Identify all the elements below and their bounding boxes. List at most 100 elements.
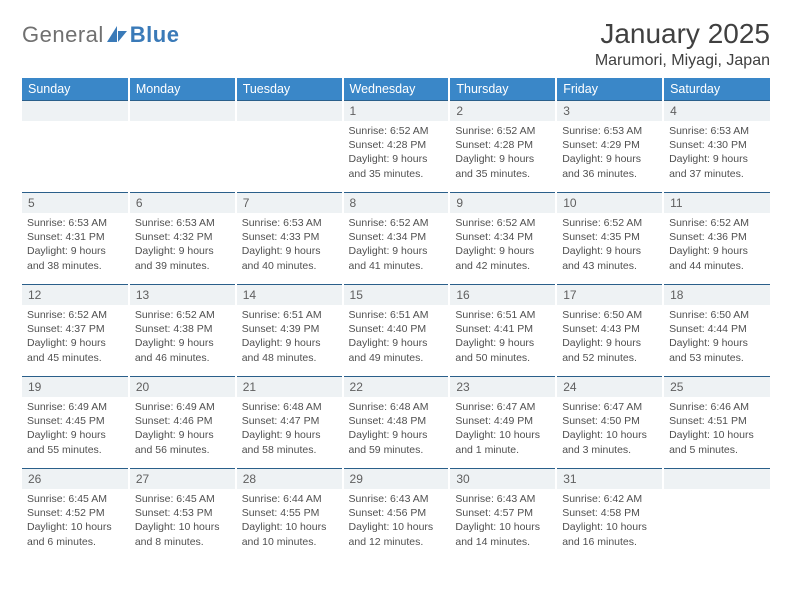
day-number: 9 bbox=[450, 192, 555, 213]
day-number: 30 bbox=[450, 468, 555, 489]
calendar-row: 1Sunrise: 6:52 AMSunset: 4:28 PMDaylight… bbox=[22, 100, 770, 192]
day-info: Sunrise: 6:50 AMSunset: 4:43 PMDaylight:… bbox=[557, 305, 662, 371]
calendar-cell: 22Sunrise: 6:48 AMSunset: 4:48 PMDayligh… bbox=[343, 376, 450, 468]
day-number bbox=[22, 100, 128, 121]
day-info: Sunrise: 6:52 AMSunset: 4:38 PMDaylight:… bbox=[130, 305, 235, 371]
day-number: 27 bbox=[130, 468, 235, 489]
day-info: Sunrise: 6:45 AMSunset: 4:52 PMDaylight:… bbox=[22, 489, 128, 555]
day-info: Sunrise: 6:51 AMSunset: 4:41 PMDaylight:… bbox=[450, 305, 555, 371]
day-info: Sunrise: 6:43 AMSunset: 4:56 PMDaylight:… bbox=[344, 489, 449, 555]
calendar-cell: 9Sunrise: 6:52 AMSunset: 4:34 PMDaylight… bbox=[449, 192, 556, 284]
calendar-cell: 29Sunrise: 6:43 AMSunset: 4:56 PMDayligh… bbox=[343, 468, 450, 560]
calendar-cell: 11Sunrise: 6:52 AMSunset: 4:36 PMDayligh… bbox=[663, 192, 770, 284]
day-number: 11 bbox=[664, 192, 770, 213]
weekday-header: Saturday bbox=[663, 78, 770, 100]
weekday-header: Friday bbox=[556, 78, 663, 100]
day-info: Sunrise: 6:51 AMSunset: 4:39 PMDaylight:… bbox=[237, 305, 342, 371]
sail-icon bbox=[106, 25, 128, 43]
calendar-cell: 25Sunrise: 6:46 AMSunset: 4:51 PMDayligh… bbox=[663, 376, 770, 468]
calendar-cell: 5Sunrise: 6:53 AMSunset: 4:31 PMDaylight… bbox=[22, 192, 129, 284]
calendar-cell: 30Sunrise: 6:43 AMSunset: 4:57 PMDayligh… bbox=[449, 468, 556, 560]
day-number: 8 bbox=[344, 192, 449, 213]
calendar-cell-empty bbox=[129, 100, 236, 192]
day-number: 5 bbox=[22, 192, 128, 213]
calendar-row: 12Sunrise: 6:52 AMSunset: 4:37 PMDayligh… bbox=[22, 284, 770, 376]
calendar-cell: 24Sunrise: 6:47 AMSunset: 4:50 PMDayligh… bbox=[556, 376, 663, 468]
day-info: Sunrise: 6:53 AMSunset: 4:31 PMDaylight:… bbox=[22, 213, 128, 279]
day-number: 12 bbox=[22, 284, 128, 305]
day-info: Sunrise: 6:45 AMSunset: 4:53 PMDaylight:… bbox=[130, 489, 235, 555]
day-info: Sunrise: 6:52 AMSunset: 4:34 PMDaylight:… bbox=[344, 213, 449, 279]
day-info: Sunrise: 6:52 AMSunset: 4:34 PMDaylight:… bbox=[450, 213, 555, 279]
day-number: 22 bbox=[344, 376, 449, 397]
day-number: 31 bbox=[557, 468, 662, 489]
calendar-table: SundayMondayTuesdayWednesdayThursdayFrid… bbox=[22, 78, 770, 560]
day-number: 14 bbox=[237, 284, 342, 305]
day-number: 15 bbox=[344, 284, 449, 305]
calendar-cell: 13Sunrise: 6:52 AMSunset: 4:38 PMDayligh… bbox=[129, 284, 236, 376]
calendar-cell: 18Sunrise: 6:50 AMSunset: 4:44 PMDayligh… bbox=[663, 284, 770, 376]
calendar-cell: 26Sunrise: 6:45 AMSunset: 4:52 PMDayligh… bbox=[22, 468, 129, 560]
weekday-header: Thursday bbox=[449, 78, 556, 100]
calendar-cell: 12Sunrise: 6:52 AMSunset: 4:37 PMDayligh… bbox=[22, 284, 129, 376]
day-info: Sunrise: 6:52 AMSunset: 4:28 PMDaylight:… bbox=[344, 121, 449, 187]
calendar-cell: 28Sunrise: 6:44 AMSunset: 4:55 PMDayligh… bbox=[236, 468, 343, 560]
day-number: 20 bbox=[130, 376, 235, 397]
day-number: 18 bbox=[664, 284, 770, 305]
calendar-cell: 23Sunrise: 6:47 AMSunset: 4:49 PMDayligh… bbox=[449, 376, 556, 468]
calendar-cell: 17Sunrise: 6:50 AMSunset: 4:43 PMDayligh… bbox=[556, 284, 663, 376]
calendar-cell: 2Sunrise: 6:52 AMSunset: 4:28 PMDaylight… bbox=[449, 100, 556, 192]
calendar-cell-empty bbox=[663, 468, 770, 560]
brand-part1: General bbox=[22, 22, 104, 48]
day-number: 3 bbox=[557, 100, 662, 121]
day-info: Sunrise: 6:46 AMSunset: 4:51 PMDaylight:… bbox=[664, 397, 770, 463]
day-info: Sunrise: 6:42 AMSunset: 4:58 PMDaylight:… bbox=[557, 489, 662, 555]
day-number: 10 bbox=[557, 192, 662, 213]
day-number bbox=[237, 100, 342, 121]
day-info: Sunrise: 6:47 AMSunset: 4:50 PMDaylight:… bbox=[557, 397, 662, 463]
day-number: 6 bbox=[130, 192, 235, 213]
day-number bbox=[130, 100, 235, 121]
day-number: 17 bbox=[557, 284, 662, 305]
calendar-header: SundayMondayTuesdayWednesdayThursdayFrid… bbox=[22, 78, 770, 100]
calendar-cell: 14Sunrise: 6:51 AMSunset: 4:39 PMDayligh… bbox=[236, 284, 343, 376]
header-row: General Blue January 2025 Marumori, Miya… bbox=[22, 18, 770, 70]
day-info: Sunrise: 6:43 AMSunset: 4:57 PMDaylight:… bbox=[450, 489, 555, 555]
day-info: Sunrise: 6:48 AMSunset: 4:48 PMDaylight:… bbox=[344, 397, 449, 463]
calendar-cell: 16Sunrise: 6:51 AMSunset: 4:41 PMDayligh… bbox=[449, 284, 556, 376]
day-number: 2 bbox=[450, 100, 555, 121]
calendar-cell: 15Sunrise: 6:51 AMSunset: 4:40 PMDayligh… bbox=[343, 284, 450, 376]
day-number: 28 bbox=[237, 468, 342, 489]
calendar-cell-empty bbox=[22, 100, 129, 192]
calendar-cell: 10Sunrise: 6:52 AMSunset: 4:35 PMDayligh… bbox=[556, 192, 663, 284]
calendar-cell: 1Sunrise: 6:52 AMSunset: 4:28 PMDaylight… bbox=[343, 100, 450, 192]
day-info: Sunrise: 6:44 AMSunset: 4:55 PMDaylight:… bbox=[237, 489, 342, 555]
calendar-cell: 4Sunrise: 6:53 AMSunset: 4:30 PMDaylight… bbox=[663, 100, 770, 192]
day-number: 4 bbox=[664, 100, 770, 121]
calendar-cell: 6Sunrise: 6:53 AMSunset: 4:32 PMDaylight… bbox=[129, 192, 236, 284]
day-info: Sunrise: 6:52 AMSunset: 4:35 PMDaylight:… bbox=[557, 213, 662, 279]
day-info: Sunrise: 6:53 AMSunset: 4:29 PMDaylight:… bbox=[557, 121, 662, 187]
day-info: Sunrise: 6:52 AMSunset: 4:37 PMDaylight:… bbox=[22, 305, 128, 371]
weekday-header: Sunday bbox=[22, 78, 129, 100]
calendar-cell: 27Sunrise: 6:45 AMSunset: 4:53 PMDayligh… bbox=[129, 468, 236, 560]
title-block: January 2025 Marumori, Miyagi, Japan bbox=[595, 18, 770, 70]
day-number: 25 bbox=[664, 376, 770, 397]
day-number: 24 bbox=[557, 376, 662, 397]
calendar-cell: 3Sunrise: 6:53 AMSunset: 4:29 PMDaylight… bbox=[556, 100, 663, 192]
calendar-cell: 31Sunrise: 6:42 AMSunset: 4:58 PMDayligh… bbox=[556, 468, 663, 560]
day-number: 13 bbox=[130, 284, 235, 305]
day-info: Sunrise: 6:49 AMSunset: 4:46 PMDaylight:… bbox=[130, 397, 235, 463]
brand-logo: General Blue bbox=[22, 22, 179, 48]
day-number: 7 bbox=[237, 192, 342, 213]
month-title: January 2025 bbox=[595, 18, 770, 50]
calendar-cell: 19Sunrise: 6:49 AMSunset: 4:45 PMDayligh… bbox=[22, 376, 129, 468]
calendar-body: 1Sunrise: 6:52 AMSunset: 4:28 PMDaylight… bbox=[22, 100, 770, 560]
day-info: Sunrise: 6:53 AMSunset: 4:30 PMDaylight:… bbox=[664, 121, 770, 187]
day-info: Sunrise: 6:51 AMSunset: 4:40 PMDaylight:… bbox=[344, 305, 449, 371]
calendar-cell: 7Sunrise: 6:53 AMSunset: 4:33 PMDaylight… bbox=[236, 192, 343, 284]
calendar-cell: 8Sunrise: 6:52 AMSunset: 4:34 PMDaylight… bbox=[343, 192, 450, 284]
day-number: 29 bbox=[344, 468, 449, 489]
calendar-row: 5Sunrise: 6:53 AMSunset: 4:31 PMDaylight… bbox=[22, 192, 770, 284]
day-info: Sunrise: 6:48 AMSunset: 4:47 PMDaylight:… bbox=[237, 397, 342, 463]
